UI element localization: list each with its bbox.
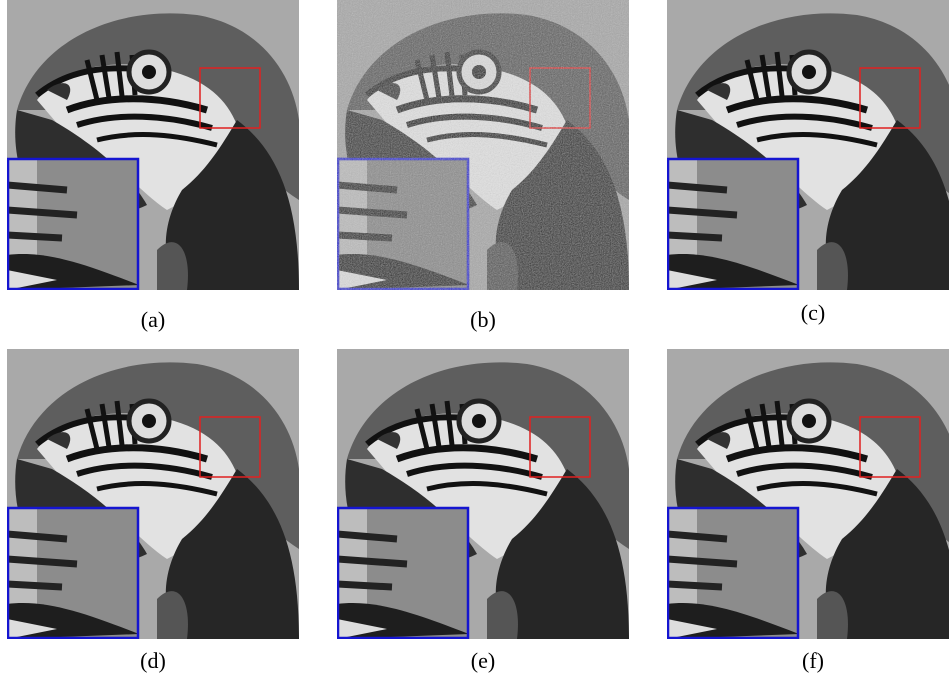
parrot-image xyxy=(667,0,949,290)
parrot-image xyxy=(7,0,299,290)
parrot-image xyxy=(337,349,629,639)
panel-label: (c) xyxy=(801,300,825,325)
parrot-image xyxy=(337,0,629,290)
panel-label: (e) xyxy=(471,648,495,673)
parrot-image xyxy=(7,349,299,639)
panel-label: (a) xyxy=(141,307,165,332)
panel-label: (b) xyxy=(470,307,496,332)
parrot-image xyxy=(667,349,949,639)
panel-label: (f) xyxy=(802,648,824,673)
panel-label: (d) xyxy=(140,648,166,673)
